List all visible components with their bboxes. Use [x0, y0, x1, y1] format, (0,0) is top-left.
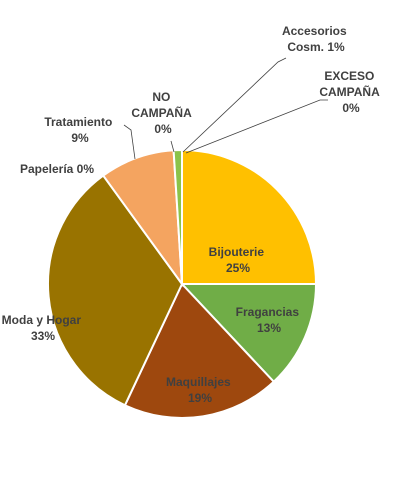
label-tratamiento-pct: 9% [71, 131, 89, 145]
label-accesorios-line1: Accesorios [282, 24, 347, 38]
label-accesorios-line2: Cosm. 1% [287, 40, 345, 54]
leader-line-exceso [185, 99, 328, 154]
label-bijouterie: Bijouterie 25% [209, 245, 268, 275]
pie-slice-moda-y-hogar [47, 174, 184, 407]
label-papeleria: Papelería 0% [20, 162, 94, 176]
pie-slice-bijouterie [181, 148, 318, 285]
label-maquillajes-pct: 19% [188, 391, 212, 405]
label-bijouterie-pct: 25% [226, 261, 250, 275]
label-no-campana-pct: 0% [154, 122, 172, 136]
label-maquillajes-name: Maquillajes [166, 375, 231, 389]
leader-line-accesorios [182, 57, 287, 153]
label-exceso-pct: 0% [342, 101, 360, 115]
leader-line-tratamiento [123, 124, 136, 160]
label-moda-y-hogar: Moda y Hogar 33% [2, 313, 85, 343]
label-no-campana-line2: CAMPAÑA [131, 105, 192, 120]
label-exceso-line1: EXCESO [324, 69, 374, 83]
label-tratamiento: Tratamiento 9% [44, 115, 115, 145]
label-moda-pct: 33% [31, 329, 55, 343]
label-maquillajes: Maquillajes 19% [166, 375, 234, 405]
pie-slice-maquillajes [123, 282, 276, 419]
label-exceso-campana: EXCESO CAMPAÑA 0% [319, 69, 382, 115]
leader-line-no-campana [170, 140, 175, 153]
label-no-campana: NO CAMPAÑA 0% [131, 90, 194, 136]
label-moda-name: Moda y Hogar [2, 313, 82, 327]
label-accesorios-cosm: Accesorios Cosm. 1% [282, 24, 350, 54]
leader-lines [123, 57, 328, 160]
label-fragancias-pct: 13% [257, 321, 281, 335]
label-bijouterie-name: Bijouterie [209, 245, 265, 259]
label-papeleria-text: Papelería 0% [20, 162, 94, 176]
label-fragancias-name: Fragancias [236, 305, 300, 319]
label-exceso-line2: CAMPAÑA [319, 84, 380, 99]
label-no-campana-line1: NO [152, 90, 170, 104]
pie-slice-fragancias [179, 283, 318, 384]
label-tratamiento-name: Tratamiento [44, 115, 112, 129]
label-fragancias: Fragancias 13% [236, 305, 303, 335]
